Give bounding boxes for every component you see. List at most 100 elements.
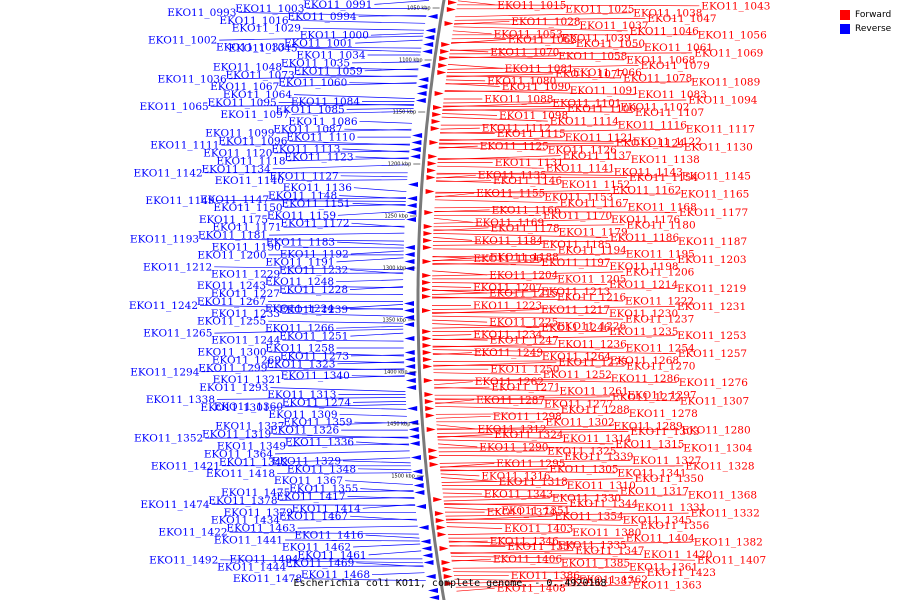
reverse-gene-feature xyxy=(423,560,434,565)
reverse-gene-feature xyxy=(415,98,426,103)
label-connector xyxy=(432,338,488,341)
gene-label: EKO11_1162 xyxy=(612,185,681,197)
label-connector xyxy=(434,386,490,389)
label-connector xyxy=(435,191,679,195)
gene-label: EKO11_1421 xyxy=(151,460,220,472)
gene-feature-track xyxy=(404,0,457,600)
gene-label: EKO11_1315 xyxy=(615,438,684,450)
label-connector-lines xyxy=(199,0,700,592)
gene-label: EKO11_1224 xyxy=(265,303,334,315)
gene-label: EKO11_1207 xyxy=(473,282,542,294)
label-connector xyxy=(371,572,425,576)
gene-label: EKO11_1349 xyxy=(217,441,286,453)
gene-label: EKO11_1203 xyxy=(677,254,746,266)
label-connector xyxy=(346,108,414,110)
label-connector xyxy=(288,443,410,447)
reverse-gene-feature xyxy=(408,182,418,187)
label-connector xyxy=(442,488,618,492)
gene-label: EKO11_1056 xyxy=(698,29,767,41)
reverse-gene-feature xyxy=(418,525,429,530)
gene-label: EKO11_1248 xyxy=(265,276,334,288)
gene-label: EKO11_1094 xyxy=(688,95,757,107)
label-connector xyxy=(456,587,495,592)
label-connector xyxy=(210,104,415,107)
gene-label: EKO11_1111 xyxy=(150,140,219,152)
label-connector xyxy=(449,545,506,547)
label-connector xyxy=(349,82,417,85)
gene-label: EKO11_1113 xyxy=(271,144,340,156)
forward-gene-feature xyxy=(422,259,432,264)
gene-label: EKO11_1341 xyxy=(617,467,686,479)
gene-label: EKO11_1138 xyxy=(631,154,700,166)
gene-label: EKO11_1061 xyxy=(644,42,713,54)
gene-label: EKO11_1265 xyxy=(143,328,212,340)
reverse-gene-feature xyxy=(405,364,416,369)
label-connector xyxy=(362,503,416,509)
label-connector xyxy=(287,157,409,162)
label-connector xyxy=(432,248,556,251)
label-connector xyxy=(201,238,405,242)
gene-label: EKO11_1288 xyxy=(561,404,630,416)
label-connector xyxy=(370,32,424,36)
label-connector xyxy=(351,375,405,378)
forward-gene-feature xyxy=(423,364,433,369)
gene-label: EKO11_1274 xyxy=(282,397,351,409)
gene-label: EKO11_1107 xyxy=(635,107,704,119)
label-connector xyxy=(438,455,563,457)
gene-label: EKO11_1434 xyxy=(211,515,280,527)
gene-label: EKO11_1324 xyxy=(494,429,563,441)
label-connector xyxy=(354,421,408,424)
label-connector xyxy=(435,402,543,405)
label-connector xyxy=(457,0,496,6)
gene-label: EKO11_1225 xyxy=(489,317,558,329)
gene-label: EKO11_1350 xyxy=(635,473,704,485)
label-connector xyxy=(285,179,408,182)
gene-label: EKO11_1355 xyxy=(289,483,358,495)
gene-label: EKO11_1196 xyxy=(473,253,542,265)
gene-label: EKO11_1195 xyxy=(626,248,695,260)
label-connector xyxy=(432,353,540,357)
label-connector xyxy=(435,180,492,183)
gene-label: EKO11_1312 xyxy=(478,423,547,435)
gene-label: EKO11_1095 xyxy=(208,97,277,109)
gene-label: EKO11_1099 xyxy=(205,128,274,140)
gene-label: EKO11_1359 xyxy=(283,417,352,429)
gene-label: EKO11_1328 xyxy=(685,460,754,472)
label-connector xyxy=(352,401,407,403)
gene-label: EKO11_1059 xyxy=(294,65,363,77)
gene-label: EKO11_1080 xyxy=(487,75,556,87)
gene-label: EKO11_1126 xyxy=(548,145,617,157)
gene-label: EKO11_1301 xyxy=(200,402,269,414)
gene-label: EKO11_1226 xyxy=(557,321,626,333)
tick-label: 1250 kbp xyxy=(384,214,408,220)
gene-label: EKO11_1169 xyxy=(475,217,544,229)
forward-gene-feature xyxy=(422,357,432,362)
gene-label: EKO11_1406 xyxy=(493,554,562,566)
tick-label: 1450 kbp xyxy=(387,422,411,428)
label-connector xyxy=(442,105,619,108)
tick-label: 1100 kbp xyxy=(399,58,423,64)
gene-label: EKO11_1067 xyxy=(210,81,279,93)
gene-label: EKO11_1336 xyxy=(285,437,354,449)
gene-label: EKO11_1170 xyxy=(543,210,612,222)
gene-label: EKO11_1243 xyxy=(197,280,266,292)
label-connector xyxy=(288,565,424,568)
label-connector xyxy=(350,307,404,310)
gene-label: EKO11_1114 xyxy=(550,116,619,128)
label-connector xyxy=(432,282,608,285)
reverse-gene-feature xyxy=(420,539,431,544)
gene-label: EKO11_1475 xyxy=(221,487,290,499)
label-connector xyxy=(342,460,411,464)
forward-gene-feature xyxy=(439,56,449,61)
label-connector xyxy=(434,206,626,209)
label-connector xyxy=(432,323,540,328)
gene-label: EKO11_1194 xyxy=(558,244,627,256)
forward-gene-feature xyxy=(424,210,434,215)
forward-gene-feature xyxy=(440,49,450,54)
label-connector xyxy=(355,39,423,44)
gene-label: EKO11_1150 xyxy=(213,202,282,214)
gene-label: EKO11_1100 xyxy=(567,103,636,115)
reverse-gene-feature xyxy=(406,385,417,390)
forward-gene-feature xyxy=(446,7,456,12)
reverse-gene-feature xyxy=(425,28,436,33)
